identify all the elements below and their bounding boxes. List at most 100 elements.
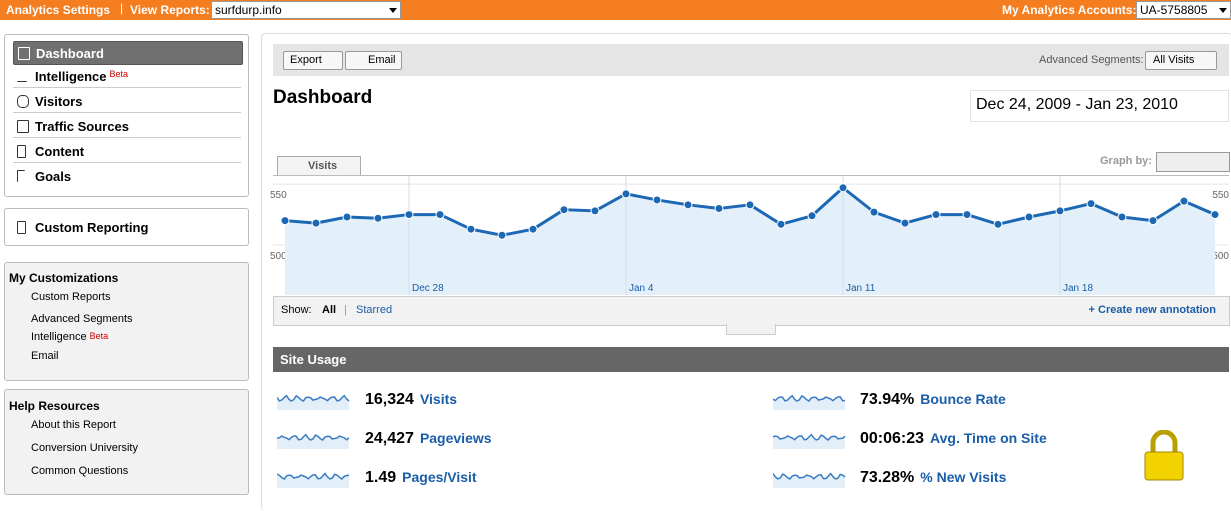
settings-link[interactable]: Analytics Settings (6, 3, 111, 17)
point (1055, 206, 1065, 216)
metric: 00:06:23 Avg. Time on Site (860, 430, 1047, 448)
side-link[interactable]: About this Report (13, 419, 116, 431)
nav-label: Content (35, 144, 85, 159)
metric: 73.94% Bounce Rate (860, 391, 1006, 409)
link-text: About this Report (31, 419, 116, 431)
metric-label[interactable]: Avg. Time on Site (930, 430, 1047, 446)
side-link[interactable]: Common Questions (13, 465, 128, 477)
nav-item[interactable]: Content (13, 140, 241, 163)
point (1117, 212, 1127, 222)
y-tick-label: 550 (1212, 190, 1229, 201)
nav-label: Custom Reporting (35, 220, 149, 235)
metric-label[interactable]: Pages/Visit (402, 469, 477, 485)
main-panel (261, 33, 1231, 511)
customizations-box: My Customizations Custom Reports Advance… (4, 262, 249, 381)
metric: 1.49 Pages/Visit (365, 469, 477, 487)
point (931, 210, 941, 220)
link-text: Conversion University (31, 442, 138, 454)
metric-label[interactable]: % New Visits (920, 469, 1007, 485)
sparkline-fill (277, 473, 349, 488)
x-tick-label: Jan 18 (1063, 283, 1093, 294)
metric: 73.28% % New Visits (860, 469, 1006, 487)
nav-item[interactable]: Dashboard (13, 41, 243, 65)
annotation-bar: Show: All | Starred + Create new annotat… (273, 296, 1230, 326)
nav-item[interactable]: Traffic Sources (13, 115, 241, 138)
graph-by-label: Graph by: (1100, 155, 1152, 167)
sparkline-fill (773, 473, 845, 488)
chart: 500 500 550 550 Dec 28 Jan 4 Jan 11 Jan 18 (270, 176, 1229, 296)
metric: 24,427 Pageviews (365, 430, 492, 448)
metric-value: 00:06:23 (860, 430, 925, 447)
sparkline (773, 394, 846, 410)
point (993, 219, 1003, 229)
tab-label: Visits (308, 160, 338, 172)
x-tick-label: Jan 11 (846, 283, 876, 294)
point (1086, 199, 1096, 209)
link-text: Email (31, 350, 59, 362)
account-id: UA-5758805 (1140, 3, 1208, 17)
nav-label: Visitors (35, 94, 83, 109)
metric-tab[interactable]: Visits (277, 156, 361, 176)
export-button[interactable]: Export (283, 51, 343, 70)
collapse-handle[interactable] (726, 324, 776, 335)
point (559, 205, 569, 215)
nav-item[interactable]: Custom Reporting (13, 216, 241, 238)
side-link[interactable]: Email (13, 350, 59, 362)
point (311, 218, 321, 228)
point (373, 213, 383, 223)
divider: | (120, 1, 124, 15)
point (1179, 196, 1189, 206)
section-title: My Customizations (9, 271, 119, 285)
point (714, 203, 724, 213)
sparkline-fill (773, 395, 845, 410)
point (838, 183, 848, 193)
side-link[interactable]: Intelligence Beta (13, 331, 108, 343)
create-annotation[interactable]: + Create new annotation (1088, 304, 1216, 316)
section-title: Site Usage (280, 352, 347, 367)
side-link[interactable]: Custom Reports (13, 291, 110, 303)
nav-item[interactable]: Intelligence Beta (13, 65, 241, 88)
point (466, 224, 476, 234)
metric-label[interactable]: Visits (419, 391, 458, 407)
point (435, 210, 445, 220)
nav-label: Goals (35, 169, 72, 184)
point (280, 216, 290, 226)
point (404, 210, 414, 220)
graph-by-buttons[interactable] (1156, 152, 1230, 172)
site-select[interactable]: surfdurp.info (211, 1, 401, 19)
side-link[interactable]: Conversion University (13, 442, 138, 454)
nav-item[interactable]: Visitors (13, 90, 241, 113)
link-text: Advanced Segments (31, 313, 133, 325)
side-link[interactable]: Advanced Segments (13, 313, 133, 325)
point (683, 200, 693, 210)
date-text: Dec 24, 2009 - Jan 23, 2010 (976, 96, 1178, 113)
sparkline (277, 472, 350, 488)
point (1148, 216, 1158, 226)
segment-select[interactable]: All Visits (1145, 51, 1217, 70)
sparkline (277, 394, 350, 410)
point (869, 207, 879, 217)
sparkline (773, 472, 846, 488)
metric: 16,324 Visits (365, 391, 457, 409)
metric-label[interactable]: Pageviews (419, 430, 492, 446)
x-tick-label: Jan 4 (629, 283, 654, 294)
y-tick-label: 550 (270, 190, 287, 201)
nav-item[interactable]: Goals (13, 165, 241, 187)
site-usage-header: Site Usage (273, 347, 1229, 372)
sparkline-line (773, 394, 846, 402)
link-text: Common Questions (31, 465, 129, 477)
account-select[interactable]: UA-5758805 (1136, 1, 1231, 19)
date-range[interactable]: Dec 24, 2009 - Jan 23, 2010 (970, 90, 1229, 122)
filter-starred[interactable]: Starred (356, 304, 393, 316)
section-title: Help Resources (9, 399, 100, 413)
point (807, 211, 817, 221)
button-text: Export (290, 54, 322, 66)
point (590, 206, 600, 216)
view-reports-label: View Reports: (130, 3, 210, 17)
metric-label[interactable]: Bounce Rate (920, 391, 1006, 407)
custom-reporting-box: Custom Reporting (4, 208, 249, 246)
email-button[interactable]: Email (345, 51, 402, 70)
filter-all[interactable]: All (322, 304, 337, 316)
metric-value: 73.94% (860, 391, 915, 408)
